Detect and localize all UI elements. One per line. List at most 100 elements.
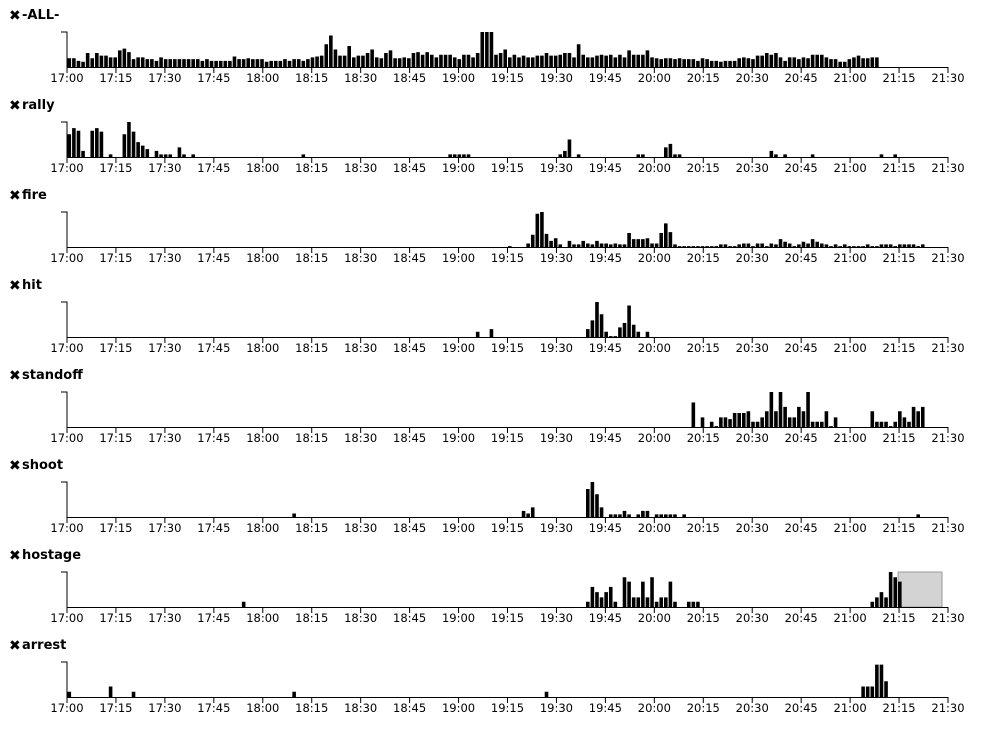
bar — [489, 329, 494, 338]
bar — [613, 601, 618, 607]
bar — [439, 54, 443, 67]
bar — [865, 244, 870, 248]
bar — [232, 56, 237, 67]
bar — [494, 54, 498, 67]
x-tick-label: 18:30 — [344, 431, 377, 445]
x-tick-label: 18:00 — [246, 611, 279, 625]
bar — [530, 507, 535, 518]
bar — [668, 514, 673, 518]
x-tick-label: 18:45 — [393, 431, 426, 445]
bar-chart[interactable]: 17:00 17:15 17:30 17:45 18:00 18:15 18:30 18:45… — [0, 450, 981, 540]
x-tick-label: 20:00 — [638, 251, 671, 265]
bar — [200, 60, 205, 68]
x-tick-label: 17:30 — [148, 701, 181, 715]
bar — [787, 57, 792, 68]
chart-panel-hostage: ✖ hostage 17:00 17:15 17:30 17:45 18:00 18:15 18… — [0, 540, 981, 630]
bar-chart[interactable]: 17:00 17:15 17:30 17:45 18:00 18:15 18:30 18:45… — [0, 0, 981, 90]
bar — [631, 324, 636, 337]
bar — [833, 59, 838, 68]
bar — [205, 59, 209, 68]
bar — [760, 243, 764, 247]
x-tick-label: 20:30 — [736, 611, 769, 625]
bar — [797, 244, 801, 248]
bar — [576, 44, 581, 67]
x-tick-label: 21:00 — [834, 431, 867, 445]
close-icon[interactable]: ✖ — [9, 98, 21, 114]
x-tick-label: 19:15 — [491, 341, 524, 355]
bar — [402, 57, 407, 68]
bar — [260, 59, 264, 68]
bar — [755, 55, 760, 68]
x-tick-label: 18:00 — [246, 521, 279, 535]
bar-chart[interactable]: 17:00 17:15 17:30 17:45 18:00 18:15 18:30 18:45… — [0, 360, 981, 450]
chart-panel-standoff: ✖ standoff 17:00 17:15 17:30 17:45 18:00 18:15 1… — [0, 360, 981, 450]
x-tick-label: 17:45 — [197, 71, 230, 85]
bar — [278, 60, 283, 68]
x-tick-label: 19:00 — [442, 251, 475, 265]
x-tick-label: 19:45 — [589, 71, 622, 85]
bar — [599, 314, 604, 337]
bar — [783, 60, 787, 68]
bar — [618, 244, 622, 248]
x-tick-label: 19:45 — [589, 701, 622, 715]
bar-chart[interactable]: 17:00 17:15 17:30 17:45 18:00 18:15 18:30 18:45… — [0, 630, 981, 720]
bar — [163, 59, 168, 68]
bar — [553, 238, 558, 247]
bar — [774, 53, 778, 67]
bar-chart[interactable]: 17:00 17:15 17:30 17:45 18:00 18:15 18:30 18:45… — [0, 180, 981, 270]
bar — [608, 586, 613, 608]
bar — [618, 514, 622, 518]
x-tick-label: 21:30 — [931, 431, 964, 445]
bar — [650, 57, 654, 68]
x-tick-label: 18:15 — [295, 521, 328, 535]
chart-title: fire — [22, 188, 47, 203]
bar — [287, 60, 292, 68]
bar — [884, 244, 888, 248]
x-tick-label: 18:30 — [344, 341, 377, 355]
bar-chart[interactable]: 17:00 17:15 17:30 17:45 18:00 18:15 18:30 18:45… — [0, 90, 981, 180]
bar — [448, 54, 452, 67]
bar — [512, 54, 517, 67]
x-tick-label: 19:45 — [589, 341, 622, 355]
x-tick-label: 18:15 — [295, 251, 328, 265]
close-icon[interactable]: ✖ — [9, 8, 21, 24]
close-icon[interactable]: ✖ — [9, 188, 21, 204]
x-tick-label: 18:45 — [393, 341, 426, 355]
close-icon[interactable]: ✖ — [9, 368, 21, 384]
bar — [797, 406, 801, 428]
bar — [292, 513, 296, 517]
y-axis — [61, 571, 68, 607]
bar — [586, 57, 590, 68]
x-tick-label: 17:00 — [50, 701, 83, 715]
bar — [131, 131, 136, 158]
bar — [677, 246, 682, 248]
close-icon[interactable]: ✖ — [9, 278, 21, 294]
bar — [310, 57, 315, 68]
bar — [425, 52, 429, 68]
bar — [370, 49, 374, 67]
bar — [714, 426, 719, 428]
close-icon[interactable]: ✖ — [9, 458, 21, 474]
bar — [742, 413, 746, 427]
bar — [622, 323, 627, 337]
bar-chart[interactable]: 17:00 17:15 17:30 17:45 18:00 18:15 18:30 18:45… — [0, 270, 981, 360]
bar — [691, 246, 696, 248]
bar — [810, 239, 815, 248]
bar — [246, 58, 251, 67]
bar — [99, 55, 104, 68]
close-icon[interactable]: ✖ — [9, 548, 21, 564]
x-tick-label: 21:15 — [882, 431, 915, 445]
x-tick-label: 20:00 — [638, 71, 671, 85]
bar — [787, 243, 792, 247]
bar — [875, 597, 879, 608]
bar — [737, 413, 742, 427]
brush-selection[interactable] — [897, 571, 943, 608]
x-tick-label: 19:15 — [491, 521, 524, 535]
bar — [576, 244, 581, 248]
close-icon[interactable]: ✖ — [9, 638, 21, 654]
bar — [604, 331, 608, 337]
bar-chart[interactable]: 17:00 17:15 17:30 17:45 18:00 18:15 18:30 18:45… — [0, 540, 981, 630]
bar — [842, 61, 847, 67]
bar — [879, 592, 884, 608]
bar — [521, 55, 526, 68]
